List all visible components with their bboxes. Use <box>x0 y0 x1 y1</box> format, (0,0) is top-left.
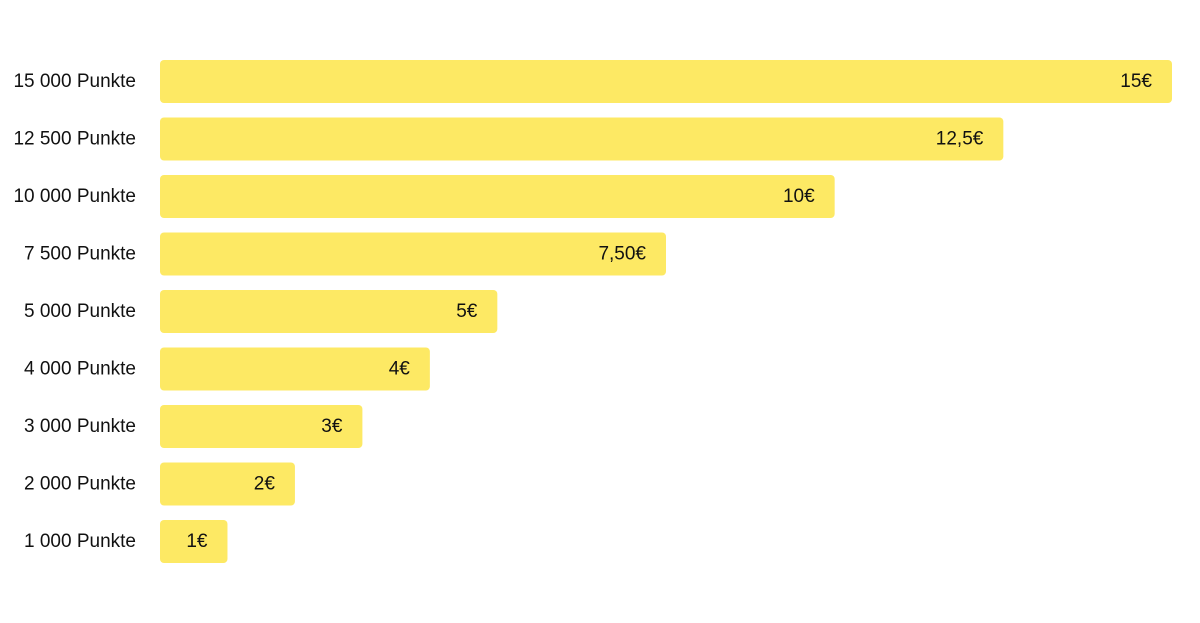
value-label: 1€ <box>186 531 208 552</box>
category-label: 12 500 Punkte <box>13 129 136 150</box>
bar <box>160 175 835 218</box>
category-label: 7 500 Punkte <box>24 244 136 265</box>
category-label: 2 000 Punkte <box>24 474 136 495</box>
category-label: 5 000 Punkte <box>24 301 136 322</box>
value-label: 10€ <box>783 186 815 207</box>
bar <box>160 520 228 563</box>
bar <box>160 462 295 506</box>
category-label: 15 000 Punkte <box>13 71 136 92</box>
value-label: 5€ <box>456 301 478 322</box>
value-label: 12,5€ <box>936 129 984 150</box>
bar <box>160 347 430 391</box>
value-label: 7,50€ <box>598 244 646 265</box>
category-label: 4 000 Punkte <box>24 359 136 380</box>
value-label: 4€ <box>389 359 411 380</box>
labels-layer: 15 000 Punkte 15€ 12 500 Punkte 12,5€ 10 000… <box>13 71 1152 552</box>
bars-layer <box>160 60 1172 563</box>
category-label: 1 000 Punkte <box>24 531 136 552</box>
bar <box>160 405 363 448</box>
value-label: 2€ <box>254 474 276 495</box>
value-label: 3€ <box>321 416 343 437</box>
bar <box>160 232 666 276</box>
bar <box>160 60 1172 103</box>
bar <box>160 117 1004 161</box>
value-label: 15€ <box>1120 71 1152 92</box>
bar <box>160 290 498 333</box>
category-label: 3 000 Punkte <box>24 416 136 437</box>
category-label: 10 000 Punkte <box>13 186 136 207</box>
